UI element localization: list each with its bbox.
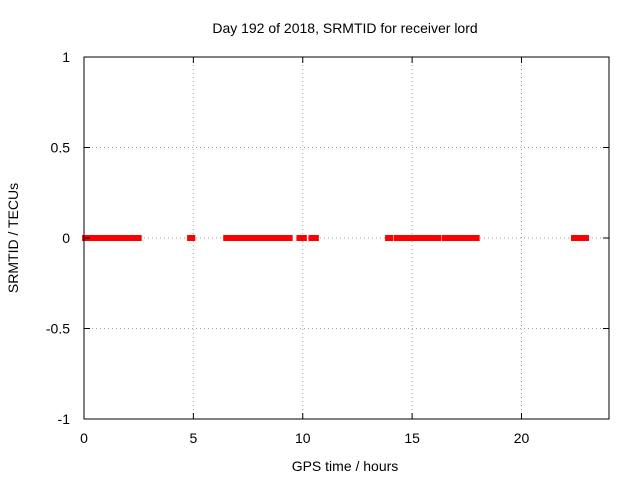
x-tick-label: 5	[189, 430, 197, 446]
data-point-cluster	[296, 235, 307, 241]
data-point-cluster	[468, 235, 480, 241]
data-point-cluster	[187, 235, 196, 241]
x-tick-label: 15	[404, 430, 420, 446]
data-point-cluster	[571, 235, 590, 241]
data-point-cluster	[223, 235, 293, 241]
y-tick-label: 0.5	[51, 140, 71, 156]
data-point-cluster	[441, 235, 470, 241]
data-point-cluster	[385, 235, 394, 241]
y-tick-label: -0.5	[46, 321, 70, 337]
y-tick-label: -1	[58, 411, 71, 427]
x-tick-label: 0	[80, 430, 88, 446]
data-series	[82, 235, 590, 241]
y-tick-label: 1	[62, 49, 70, 65]
data-point-cluster	[428, 235, 442, 241]
y-tick-label: 0	[62, 230, 70, 246]
plot-frame	[83, 56, 610, 420]
y-axis-tick-labels: 1 0.5 0 -0.5 -1	[46, 49, 70, 427]
data-point-cluster	[393, 235, 409, 241]
data-point-cluster	[82, 235, 142, 241]
x-tick-label: 20	[514, 430, 530, 446]
grid	[84, 57, 609, 419]
data-point-cluster	[406, 235, 431, 241]
chart-title: Day 192 of 2018, SRMTID for receiver lor…	[212, 20, 477, 36]
axis-ticks	[83, 56, 609, 420]
x-axis-label: GPS time / hours	[292, 458, 399, 474]
data-point-cluster	[308, 235, 319, 241]
x-tick-label: 10	[295, 430, 311, 446]
x-axis-tick-labels: 0 5 10 15 20	[80, 430, 529, 446]
y-axis-label: SRMTID / TECUs	[5, 183, 21, 293]
